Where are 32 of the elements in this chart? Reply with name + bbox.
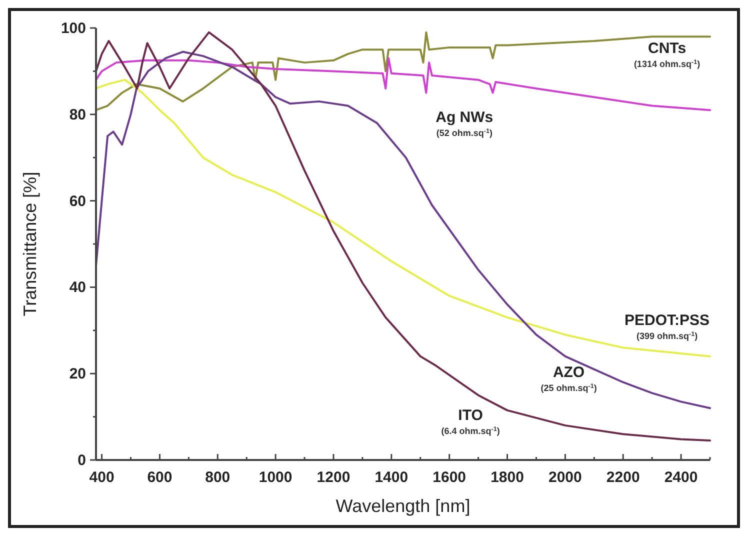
x-tick-label: 1000 xyxy=(258,469,292,486)
series-label: CNTs xyxy=(648,40,686,57)
y-tick-label: 80 xyxy=(69,106,86,124)
x-tick-label: 2000 xyxy=(548,469,582,486)
series-label: PEDOT:PSS xyxy=(624,312,710,330)
line-series xyxy=(95,78,711,358)
annotation: (25 ohm.sq$^{-1}$) xyxy=(540,382,597,393)
x-tick-label: 2200 xyxy=(606,469,640,486)
x-tick-label: 2400 xyxy=(664,469,698,486)
annotation: (52 ohm.sq$^{-1}$) xyxy=(436,128,492,138)
series-label: ITO xyxy=(458,407,484,424)
y-tick-label: 100 xyxy=(60,20,86,37)
x-tick-label: 1400 xyxy=(374,469,408,486)
x-tick-label: 800 xyxy=(205,469,230,486)
y-tick-label: 60 xyxy=(69,192,86,210)
y-tick-label: 0 xyxy=(78,452,86,469)
series-label: Ag NWs xyxy=(436,109,494,126)
x-axis-title: Wavelength [nm] xyxy=(336,496,470,516)
line-series xyxy=(95,31,711,112)
y-axis-title: Transmittance [%] xyxy=(20,172,40,316)
annotation: (1314 ohm.sq$^{-1}$) xyxy=(634,58,700,69)
x-tick-label: 1800 xyxy=(490,469,524,486)
x-tick-label: 400 xyxy=(89,469,114,486)
annotation: (399 ohm.sq$^{-1}$) xyxy=(636,330,698,342)
series-label: AZO xyxy=(552,364,585,381)
line-series xyxy=(95,57,711,112)
x-tick-label: 600 xyxy=(147,469,172,486)
x-tick-label: 1200 xyxy=(316,469,350,486)
annotation: (6.4 ohm.sq$^{-1}$) xyxy=(441,426,500,436)
y-tick-label: 20 xyxy=(69,366,86,383)
y-tick-label: 40 xyxy=(69,279,86,296)
x-tick-label: 1600 xyxy=(432,469,466,486)
